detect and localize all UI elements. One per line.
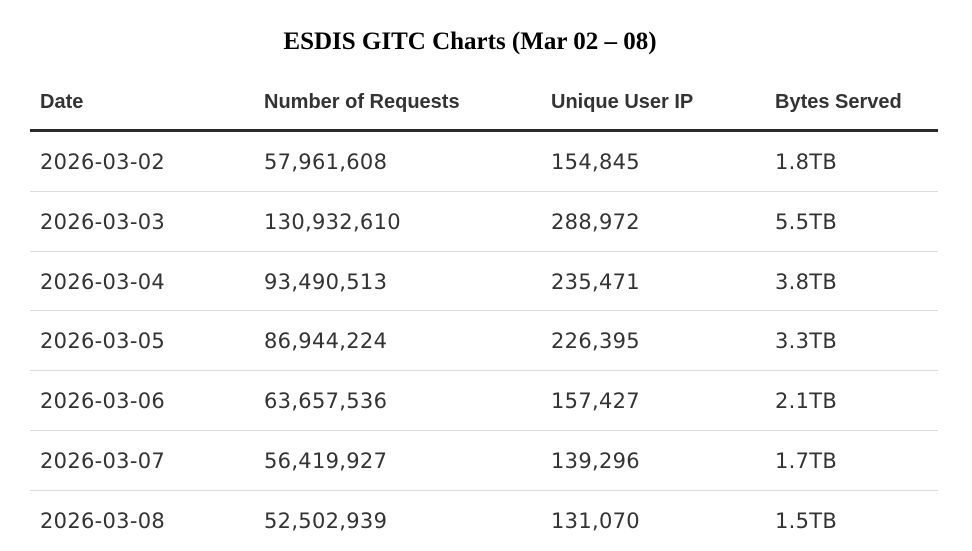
cell-bytes: 1.7TB xyxy=(775,448,838,473)
cell-unique-ip: 235,471 xyxy=(551,269,640,294)
table-row: 2026-03-02 57,961,608 154,845 1.8TB xyxy=(30,132,938,192)
cell-unique-ip: 139,296 xyxy=(551,448,640,473)
cell-date: 2026-03-04 xyxy=(40,269,166,294)
table-row: 2026-03-06 63,657,536 157,427 2.1TB xyxy=(30,371,938,431)
cell-requests: 93,490,513 xyxy=(264,269,388,294)
cell-requests: 52,502,939 xyxy=(264,508,388,533)
cell-date: 2026-03-06 xyxy=(40,389,166,414)
header-number-of-requests: Number of Requests xyxy=(264,91,460,113)
cell-bytes: 2.1TB xyxy=(775,389,838,414)
cell-date: 2026-03-05 xyxy=(40,329,166,354)
cell-date: 2026-03-03 xyxy=(40,209,166,234)
cell-requests: 57,961,608 xyxy=(264,150,388,174)
cell-date: 2026-03-07 xyxy=(40,448,166,473)
stats-table: Date Number of Requests Unique User IP B… xyxy=(30,74,938,551)
cell-bytes: 3.8TB xyxy=(775,269,838,294)
cell-unique-ip: 226,395 xyxy=(551,329,640,354)
table-row: 2026-03-07 56,419,927 139,296 1.7TB xyxy=(30,431,938,491)
header-bytes-served: Bytes Served xyxy=(775,91,902,113)
cell-bytes: 1.5TB xyxy=(775,508,838,533)
header-unique-user-ip: Unique User IP xyxy=(551,91,694,113)
cell-unique-ip: 131,070 xyxy=(551,508,640,533)
cell-requests: 63,657,536 xyxy=(264,389,388,414)
cell-requests: 130,932,610 xyxy=(264,209,401,234)
cell-requests: 86,944,224 xyxy=(264,329,388,354)
table-row: 2026-03-03 130,932,610 288,972 5.5TB xyxy=(30,192,938,252)
header-date: Date xyxy=(40,91,84,113)
cell-bytes: 3.3TB xyxy=(775,329,838,354)
table-row: 2026-03-05 86,944,224 226,395 3.3TB xyxy=(30,311,938,372)
cell-date: 2026-03-08 xyxy=(40,508,166,533)
cell-unique-ip: 154,845 xyxy=(551,150,640,174)
page-title: ESDIS GITC Charts (Mar 02 – 08) xyxy=(283,28,657,55)
table-header-row: Date Number of Requests Unique User IP B… xyxy=(30,74,938,132)
cell-bytes: 5.5TB xyxy=(775,209,838,234)
cell-unique-ip: 288,972 xyxy=(551,209,640,234)
cell-date: 2026-03-02 xyxy=(40,150,166,174)
cell-unique-ip: 157,427 xyxy=(551,389,640,414)
cell-requests: 56,419,927 xyxy=(264,448,388,473)
cell-bytes: 1.8TB xyxy=(775,150,838,174)
table-row: 2026-03-04 93,490,513 235,471 3.8TB xyxy=(30,252,938,312)
table-row: 2026-03-08 52,502,939 131,070 1.5TB xyxy=(30,491,938,551)
